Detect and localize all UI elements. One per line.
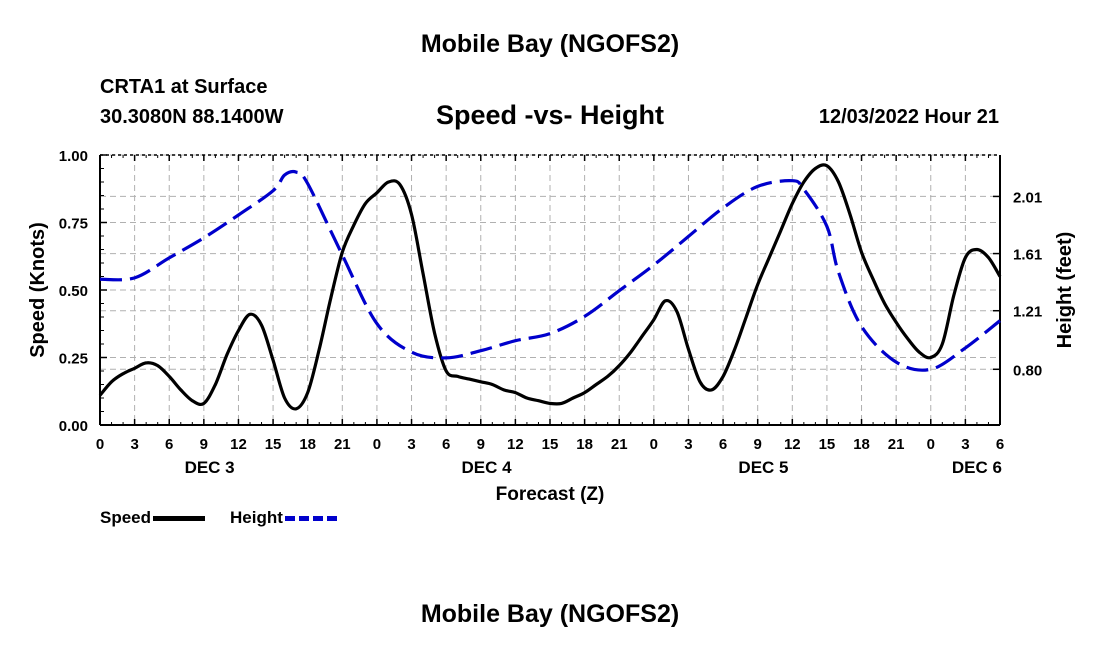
x-day-label: DEC 4 [461,458,512,477]
legend-speed-swatch [153,515,206,521]
y-tick-label: 1.00 [59,148,88,165]
y-tick-label: 0.00 [59,418,88,435]
y2-axis-label: Height (feet) [1054,232,1076,349]
y-axis-label: Speed (Knots) [27,222,49,358]
x-tick-label: 9 [754,436,762,453]
x-tick-label: 3 [961,436,969,453]
x-tick-label: 12 [507,436,524,453]
x-tick-label: 6 [442,436,450,453]
legend-height-swatch [284,515,337,521]
x-tick-label: 21 [334,436,351,453]
x-tick-label: 18 [853,436,870,453]
x-tick-label: 12 [784,436,801,453]
legend-height-label: Height [230,508,283,527]
footer-title: Mobile Bay (NGOFS2) [420,600,680,628]
legend-height: Height [230,508,337,528]
y2-tick-label: 1.21 [1013,304,1042,321]
y-tick-label: 0.75 [59,216,88,233]
x-tick-label: 15 [819,436,836,453]
forecast-timestamp: 12/03/2022 Hour 21 [818,106,999,128]
x-day-label: DEC 5 [738,458,788,477]
x-day-label: DEC 6 [952,458,1002,477]
y-tick-label: 0.25 [59,351,88,368]
x-tick-label: 9 [200,436,208,453]
x-tick-label: 3 [684,436,692,453]
x-tick-label: 18 [299,436,316,453]
x-tick-label: 0 [927,436,935,453]
x-tick-label: 6 [719,436,727,453]
chart-title: Speed -vs- Height [435,100,665,130]
legend-speed: Speed [100,508,206,528]
station-coords: 30.3080N 88.1400W [100,106,284,128]
x-tick-label: 3 [130,436,138,453]
x-tick-label: 15 [542,436,559,453]
legend-speed-label: Speed [100,508,152,527]
x-tick-label: 21 [888,436,905,453]
x-tick-label: 0 [373,436,381,453]
x-tick-label: 6 [165,436,173,453]
x-axis-label: Forecast (Z) [496,484,605,505]
x-tick-label: 18 [576,436,593,453]
x-tick-label: 12 [230,436,247,453]
speed-series-line [98,163,1002,411]
x-tick-label: 9 [477,436,485,453]
main-title: Mobile Bay (NGOFS2) [420,30,680,58]
y-tick-label: 0.50 [59,283,88,300]
station-name: CRTA1 at Surface [100,76,268,98]
x-tick-label: 0 [96,436,104,453]
x-tick-label: 21 [611,436,628,453]
x-tick-label: 15 [265,436,282,453]
x-tick-label: 0 [650,436,658,453]
y2-tick-label: 2.01 [1013,189,1042,206]
y2-tick-label: 0.80 [1013,362,1042,379]
height-series-line [99,169,1001,372]
x-tick-label: 3 [407,436,415,453]
x-tick-label: 6 [996,436,1004,453]
x-day-label: DEC 3 [185,458,235,477]
y2-tick-label: 1.61 [1013,247,1042,264]
